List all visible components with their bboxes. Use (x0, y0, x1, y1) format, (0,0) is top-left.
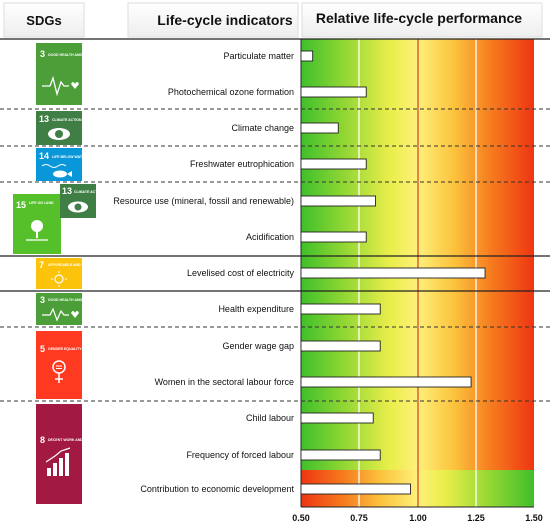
heart-icon (71, 82, 79, 89)
bar (300, 195, 377, 207)
sdg-title: DECENT WORK AND ECONOMIC GROWTH (48, 438, 120, 442)
sdg-tile (36, 293, 82, 325)
sdg-8-icon: 8 DECENT WORK AND ECONOMIC GROWTH (36, 404, 120, 504)
bar (300, 158, 367, 170)
tree-icon (31, 220, 43, 232)
sdg-title: LIFE BELOW WATER (52, 155, 87, 159)
x-tick-label: 1.50 (525, 513, 543, 523)
bar (300, 231, 367, 243)
bar (300, 376, 472, 388)
indicator-label: Contribution to economic development (140, 484, 294, 494)
indicator-label: Gender wage gap (222, 341, 294, 351)
sdg-icons: 3 GOOD HEALTH AND WELL-BEING 13 CLIMATE … (13, 43, 120, 504)
sdg-7-icon: 7 AFFORDABLE AND CLEAN ENERGY (36, 258, 110, 289)
sdg-3-icon: 3 GOOD HEALTH AND WELL-BEING (36, 293, 105, 325)
sun-icon (54, 274, 64, 284)
sdg-5-icon: 5 GENDER EQUALITY (36, 331, 82, 399)
sdg-title: GENDER EQUALITY (48, 347, 82, 351)
bar (300, 303, 381, 315)
indicator-label: Child labour (246, 413, 294, 423)
bar (300, 267, 486, 279)
sdg-13-icon: 13 CLIMATE ACTION (60, 184, 104, 218)
heartbeat-icon (42, 75, 69, 97)
indicator-label: Acidification (246, 232, 294, 242)
bar-series (300, 50, 486, 495)
indicator-label: Women in the sectoral labour force (155, 377, 294, 387)
sdg-13-icon: 13 CLIMATE ACTION (36, 111, 82, 145)
sdg-number: 13 (39, 114, 49, 124)
growth-chart-icon (47, 453, 69, 476)
sdg-number: 3 (40, 295, 45, 305)
x-tick-label: 1.00 (409, 513, 427, 523)
bar (300, 50, 314, 62)
bar (300, 412, 374, 424)
sdg-title: AFFORDABLE AND CLEAN ENERGY (48, 263, 110, 267)
bar (300, 340, 381, 352)
sdg-15-icon: 15 LIFE ON LAND (13, 194, 61, 254)
eye-pupil (55, 130, 63, 138)
sdg-title: CLIMATE ACTION (74, 190, 104, 194)
sdg-3-icon: 3 GOOD HEALTH AND WELL-BEING (36, 43, 105, 105)
indicator-label: Levelised cost of electricity (187, 268, 295, 278)
sdg-number: 13 (62, 186, 72, 196)
sdg-tile (36, 258, 82, 289)
sdg-title: GOOD HEALTH AND WELL-BEING (48, 53, 105, 57)
performance-header: Relative life-cycle performance (316, 10, 522, 26)
sdg-title: CLIMATE ACTION (52, 118, 82, 122)
sdg-title: LIFE ON LAND (29, 201, 54, 205)
sdgs-header: SDGs (26, 13, 61, 28)
group-separators (0, 38, 550, 402)
growth-arrow (45, 447, 71, 463)
indicator-label: Particulate matter (223, 51, 294, 61)
indicator-label: Freshwater eutrophication (190, 159, 294, 169)
indicator-label: Resource use (mineral, fossil and renewa… (113, 196, 294, 206)
bar (300, 122, 339, 134)
sdg-number: 8 (40, 435, 45, 445)
sdg-tile (36, 404, 82, 504)
x-tick-label: 0.50 (292, 513, 310, 523)
fish-icon (53, 170, 67, 178)
indicator-label: Photochemical ozone formation (168, 87, 294, 97)
bar (300, 449, 381, 461)
bar (300, 86, 367, 98)
header-bar: SDGs Life-cycle indicators Relative life… (3, 2, 543, 38)
heartbeat-icon (42, 307, 69, 322)
sdg-tile (36, 331, 82, 399)
sdg-number: 5 (40, 344, 45, 354)
sun-rays (51, 271, 67, 287)
x-tick-label: 1.25 (467, 513, 485, 523)
sdg-number: 3 (40, 49, 45, 59)
indicator-label: Climate change (231, 123, 294, 133)
sdg-number: 7 (39, 260, 44, 270)
indicators-header: Life-cycle indicators (157, 12, 293, 28)
tree-trunk (36, 230, 38, 238)
sdgs-header-tab (3, 2, 85, 38)
wave-icon (41, 164, 67, 168)
indicator-label: Health expenditure (218, 304, 294, 314)
sdg-number: 15 (16, 200, 26, 210)
indicator-label: Frequency of forced labour (186, 450, 294, 460)
indicator-labels: Particulate matter Photochemical ozone fo… (113, 51, 294, 494)
heart-icon (71, 311, 79, 318)
performance-header-tab (301, 2, 543, 38)
fish-tail (67, 171, 72, 177)
eye-pupil (74, 203, 82, 211)
sdg-tile (36, 43, 82, 105)
indicators-header-tab (127, 2, 299, 38)
sdg-number: 14 (39, 151, 49, 161)
sdg-14-icon: 14 LIFE BELOW WATER (36, 148, 87, 181)
x-tick-label: 0.75 (350, 513, 368, 523)
x-axis-ticks: 0.50 0.75 1.00 1.25 1.50 (292, 513, 543, 523)
bar (300, 483, 411, 495)
sdg-title: GOOD HEALTH AND WELL-BEING (48, 298, 105, 302)
